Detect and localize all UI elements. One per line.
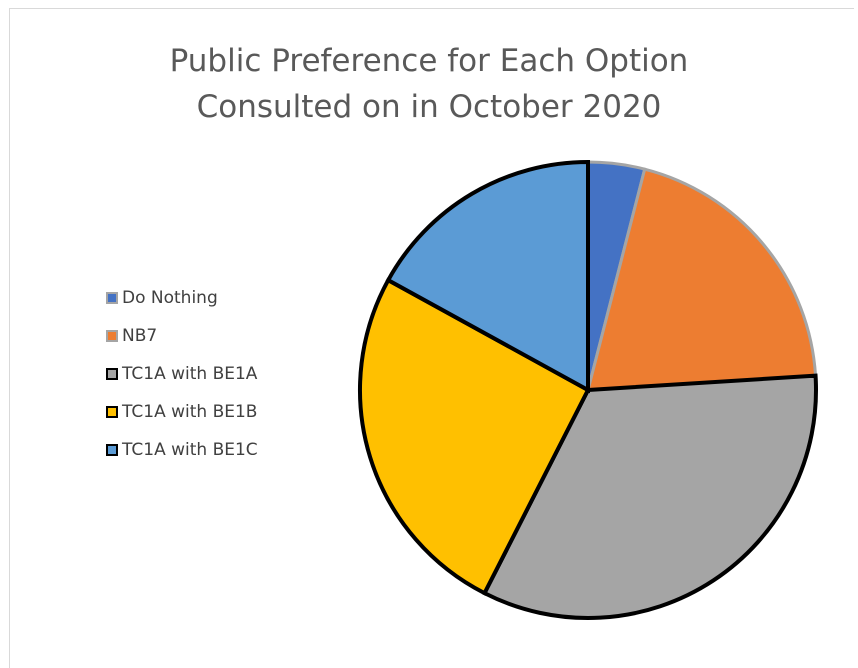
pie-chart bbox=[0, 0, 858, 651]
